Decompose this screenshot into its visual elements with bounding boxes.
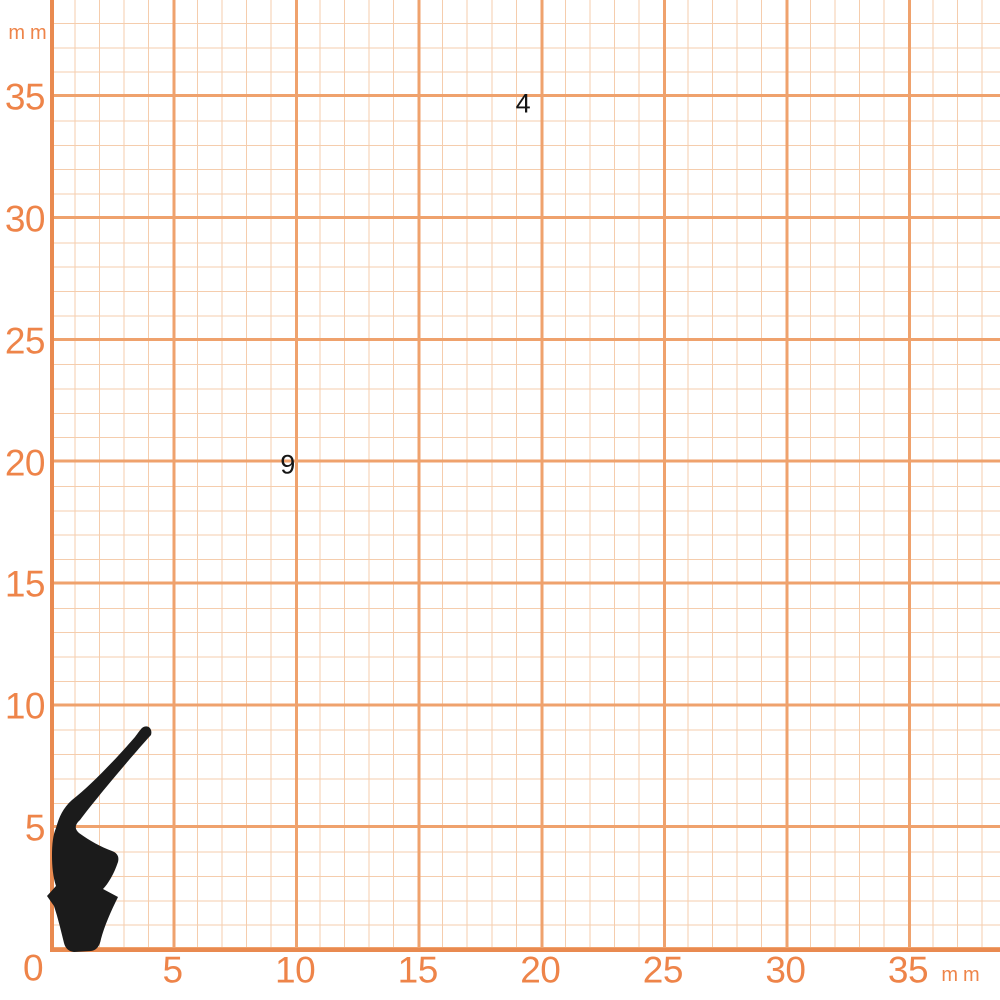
dimension-label-4: 4 [515, 88, 531, 119]
dimension-label-9: 9 [280, 449, 296, 480]
millimeter-grid [50, 0, 1000, 950]
x-axis-line [50, 948, 1000, 952]
origin-tick-label: 0 [22, 947, 44, 989]
y-tick-label-20: 20 [4, 442, 46, 484]
y-tick-label-25: 25 [4, 320, 46, 362]
y-tick-label-30: 30 [4, 198, 46, 240]
x-tick-label-35: 35 [887, 949, 929, 991]
y-tick-label-10: 10 [4, 685, 46, 727]
y-axis-line [50, 0, 54, 952]
y-tick-label-35: 35 [4, 76, 46, 118]
x-tick-label-5: 5 [162, 949, 184, 991]
y-tick-label-5: 5 [24, 807, 46, 849]
x-tick-label-15: 15 [397, 949, 439, 991]
y-tick-label-15: 15 [4, 563, 46, 605]
seal-profile-path [47, 726, 152, 952]
x-tick-label-30: 30 [765, 949, 806, 991]
x-tick-label-10: 10 [275, 949, 316, 991]
y-axis-unit-label: mm [8, 22, 52, 44]
x-tick-label-25: 25 [642, 949, 684, 991]
x-axis-unit-label: mm [941, 964, 985, 986]
x-tick-label-20: 20 [520, 949, 561, 991]
